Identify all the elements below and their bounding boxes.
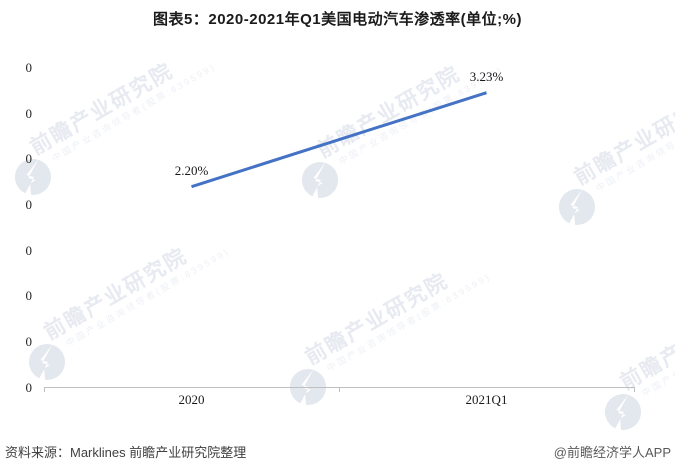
- x-axis-tick: [339, 387, 340, 392]
- chart-title: 图表5：2020-2021年Q1美国电动汽车渗透率(单位;%): [153, 11, 522, 28]
- qianzhan-logo-icon: [28, 343, 66, 381]
- watermark-tile: 前瞻产业研究院 中国产业咨询领导者(股票:839599): [558, 89, 675, 226]
- watermark-tile: 前瞻产业研究院 中国产业咨询领导者(股票:839599): [604, 294, 675, 431]
- watermark-tile: 前瞻产业研究院 中国产业咨询领导者(股票:839599): [14, 59, 218, 196]
- credit-note: @前瞻经济学人APP: [553, 445, 671, 460]
- y-axis-tick-label: 0: [25, 105, 33, 121]
- data-point-label: 2.20%: [174, 162, 209, 178]
- qianzhan-logo-icon: [14, 158, 52, 196]
- y-axis-tick-label: 0: [25, 151, 33, 167]
- y-axis-tick-label: 0: [25, 288, 33, 304]
- watermark-tile: 前瞻产业研究院 中国产业咨询领导者(股票:839599): [301, 62, 505, 199]
- y-axis-tick-label: 0: [25, 196, 33, 212]
- watermark-tile: 前瞻产业研究院 中国产业咨询领导者(股票:839599): [28, 244, 232, 381]
- y-axis-tick-label: 0: [25, 242, 33, 258]
- qianzhan-logo-icon: [301, 161, 339, 199]
- source-note: 资料来源：Marklines 前瞻产业研究院整理: [5, 445, 247, 460]
- data-point-label: 3.23%: [469, 68, 504, 84]
- x-axis-tick: [44, 387, 45, 392]
- x-axis-label: 2021Q1: [465, 392, 508, 407]
- y-axis-tick-label: 0: [25, 333, 33, 349]
- qianzhan-logo-icon: [558, 188, 596, 226]
- x-axis-label: 2020: [178, 392, 205, 407]
- y-axis-tick-label: 0: [25, 379, 33, 395]
- penetration-line: [191, 91, 487, 189]
- x-axis-tick: [634, 387, 635, 392]
- y-axis-tick-label: 0: [25, 60, 33, 75]
- qianzhan-logo-icon: [604, 393, 642, 431]
